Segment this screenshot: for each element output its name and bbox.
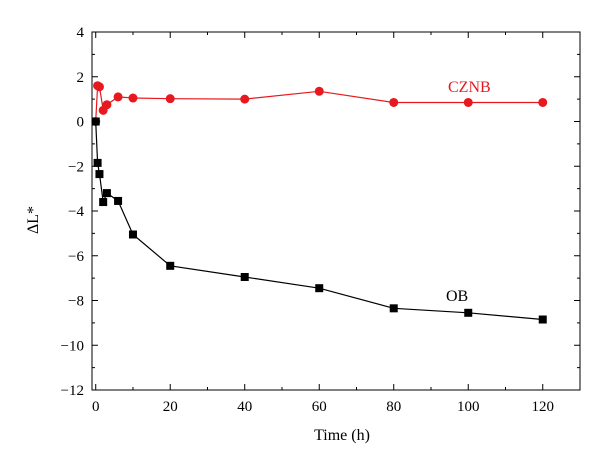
x-tick-label: 60 xyxy=(312,399,327,415)
series-label-czn: CZNB xyxy=(448,79,491,96)
data-point xyxy=(240,94,250,104)
y-tick-label: 2 xyxy=(77,70,85,86)
data-point xyxy=(314,86,324,96)
y-tick-label: −6 xyxy=(68,249,84,265)
data-point xyxy=(463,97,473,107)
data-point xyxy=(166,261,175,270)
series-layer xyxy=(91,81,548,324)
data-point xyxy=(102,189,111,198)
data-point xyxy=(464,308,473,317)
data-point xyxy=(538,315,547,324)
plot-frame xyxy=(91,31,581,391)
x-axis-label: Time (h) xyxy=(314,427,370,444)
data-point xyxy=(91,117,100,126)
y-tick-label: −2 xyxy=(68,159,84,175)
series-label-ob: OB xyxy=(446,288,468,305)
data-point xyxy=(165,94,175,104)
data-point xyxy=(240,273,249,282)
y-tick-label: 0 xyxy=(77,115,85,131)
data-point xyxy=(315,284,324,293)
data-point xyxy=(95,170,104,179)
y-tick-label: −4 xyxy=(68,204,84,220)
y-tick-label: −10 xyxy=(61,338,84,354)
data-point xyxy=(102,100,112,110)
data-point xyxy=(538,97,548,107)
x-tick-label: 100 xyxy=(457,399,480,415)
axes: 0 20 40 60 80 100 120 −12 −10 −8 −6 −4 −2 0 2 4 xyxy=(61,25,581,415)
y-tick-label: −12 xyxy=(61,383,84,399)
data-point xyxy=(389,304,398,313)
x-tick-label: 80 xyxy=(386,399,401,415)
data-point xyxy=(94,82,104,92)
y-tick-label: 4 xyxy=(77,25,85,41)
data-point xyxy=(113,92,123,102)
data-point xyxy=(389,97,399,107)
data-point xyxy=(99,198,108,207)
data-point xyxy=(93,158,102,167)
x-tick-label: 0 xyxy=(92,399,100,415)
x-tick-label: 40 xyxy=(237,399,252,415)
y-axis-label: ΔL* xyxy=(25,206,42,234)
data-point xyxy=(128,93,138,103)
series-ob xyxy=(91,117,547,324)
data-point xyxy=(128,230,137,239)
data-point xyxy=(114,196,123,205)
y-tick-label: −8 xyxy=(68,294,84,310)
x-tick-label: 20 xyxy=(163,399,178,415)
x-tick-label: 120 xyxy=(531,399,554,415)
